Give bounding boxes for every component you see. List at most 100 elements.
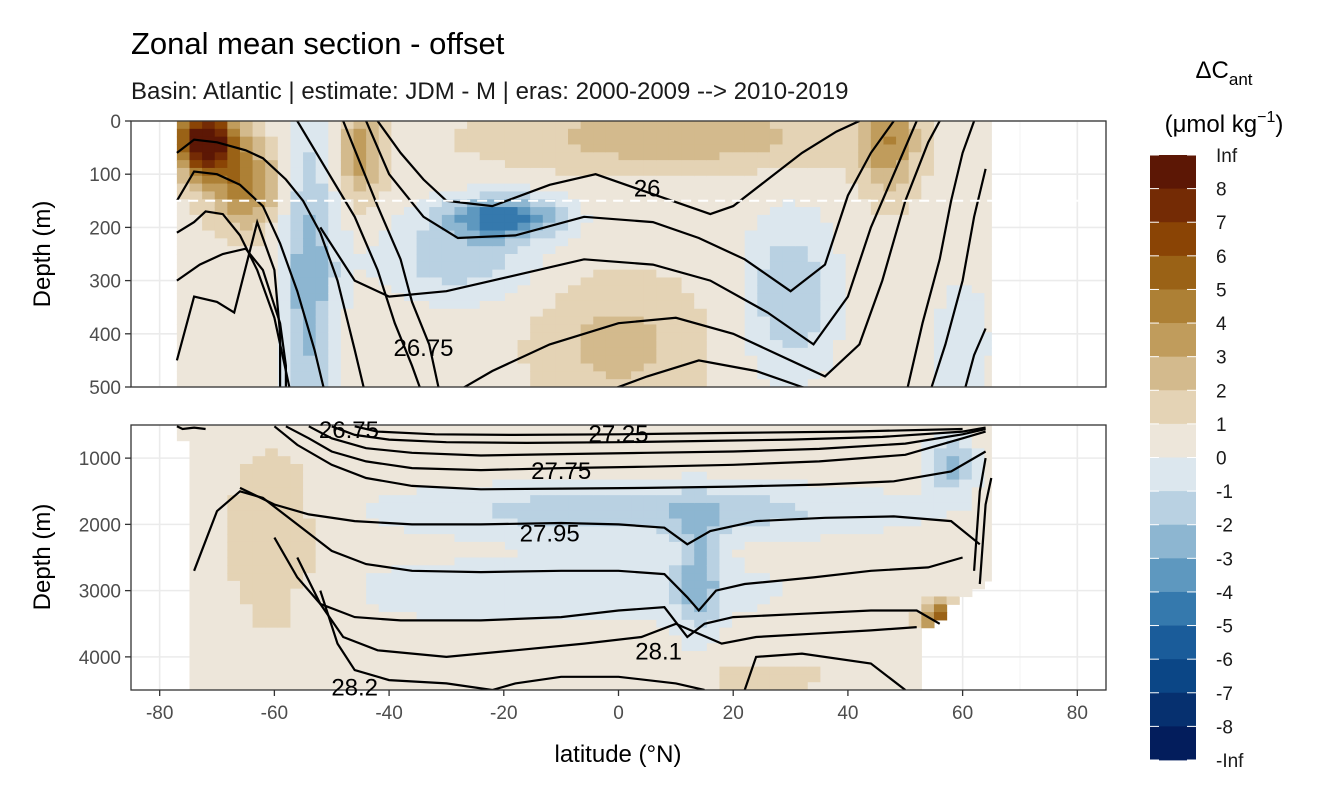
field-cell [618, 128, 632, 138]
field-cell [833, 604, 847, 613]
field-cell [366, 619, 380, 629]
field-cell [265, 479, 279, 488]
field-cell [517, 487, 531, 496]
field-cell [946, 254, 960, 263]
field-cell [290, 128, 304, 138]
field-cell [593, 627, 607, 637]
isopycnal-contour [308, 425, 986, 457]
field-cell [681, 308, 695, 318]
field-cell [454, 463, 468, 473]
field-cell [694, 463, 708, 473]
field-cell [303, 651, 317, 660]
field-cell [908, 183, 922, 193]
field-cell [769, 627, 784, 637]
field-cell [921, 541, 935, 551]
field-cell [795, 534, 809, 543]
field-cell [504, 160, 519, 169]
field-cell [858, 495, 872, 504]
field-cell [769, 238, 784, 247]
field-cell [694, 518, 708, 527]
field-cell [946, 277, 960, 286]
field-cell [833, 518, 847, 527]
field-cell [833, 332, 847, 341]
field-cell [504, 502, 519, 512]
field-cell [631, 682, 645, 690]
field-cell [618, 534, 632, 543]
field-cell [959, 510, 973, 520]
field-cell [568, 471, 582, 481]
field-cell [353, 175, 367, 185]
field-cell [340, 479, 355, 488]
isopycnal-label: 26.75 [319, 417, 379, 444]
field-cell [971, 487, 986, 496]
field-cell [921, 487, 935, 496]
field-cell [555, 580, 569, 590]
field-cell [202, 277, 216, 286]
field-cell [769, 643, 784, 652]
field-cell [303, 214, 317, 224]
field-cell [593, 635, 607, 644]
field-cell [504, 651, 519, 660]
field-cell [580, 596, 594, 605]
field-cell [719, 643, 733, 652]
field-cell [479, 238, 493, 247]
field-cell [265, 324, 279, 333]
field-cell [303, 565, 317, 574]
field-cell [795, 230, 809, 239]
field-cell [782, 682, 796, 690]
field-cell [568, 502, 582, 512]
field-cell [530, 199, 544, 208]
field-cell [706, 191, 721, 200]
field-cell [454, 254, 468, 263]
field-cell [214, 643, 228, 652]
field-cell [340, 440, 355, 449]
field-cell [656, 238, 670, 247]
field-cell [504, 518, 519, 527]
field-cell [933, 207, 948, 216]
field-cell [618, 207, 632, 216]
field-cell [984, 541, 992, 551]
field-cell [921, 207, 935, 216]
field-cell [643, 588, 657, 598]
field-cell [517, 254, 531, 263]
field-cell [404, 549, 418, 559]
field-cell [883, 479, 897, 488]
field-cell [807, 425, 821, 434]
field-cell [870, 588, 885, 598]
field-cell [858, 347, 872, 357]
field-cell [340, 269, 355, 279]
field-cell [391, 456, 405, 465]
legend-break-label: 8 [1216, 180, 1227, 201]
field-cell [227, 573, 241, 582]
field-cell [340, 167, 355, 177]
field-cell [959, 463, 973, 473]
field-cell [568, 207, 582, 216]
field-cell [404, 619, 418, 629]
field-cell [530, 355, 544, 365]
field-cell [492, 214, 506, 224]
field-cell [757, 588, 771, 598]
field-cell [946, 432, 960, 442]
field-cell [605, 658, 620, 668]
field-cell [214, 541, 228, 551]
field-cell [555, 324, 569, 333]
field-cell [719, 136, 733, 146]
field-cell [467, 635, 481, 644]
field-cell [795, 355, 809, 365]
field-cell [921, 379, 935, 387]
field-cell [214, 565, 228, 574]
field-cell [719, 347, 733, 357]
field-cell [479, 300, 493, 310]
field-cell [946, 596, 960, 605]
field-cell [202, 316, 216, 326]
field-cell [706, 534, 721, 543]
field-cell [706, 463, 721, 473]
field-cell [820, 487, 834, 496]
field-cell [366, 128, 380, 138]
field-cell [517, 565, 531, 574]
field-cell [870, 573, 885, 582]
field-cell [555, 573, 569, 582]
field-cell [668, 549, 683, 559]
field-cell [492, 682, 506, 690]
field-cell [732, 534, 746, 543]
